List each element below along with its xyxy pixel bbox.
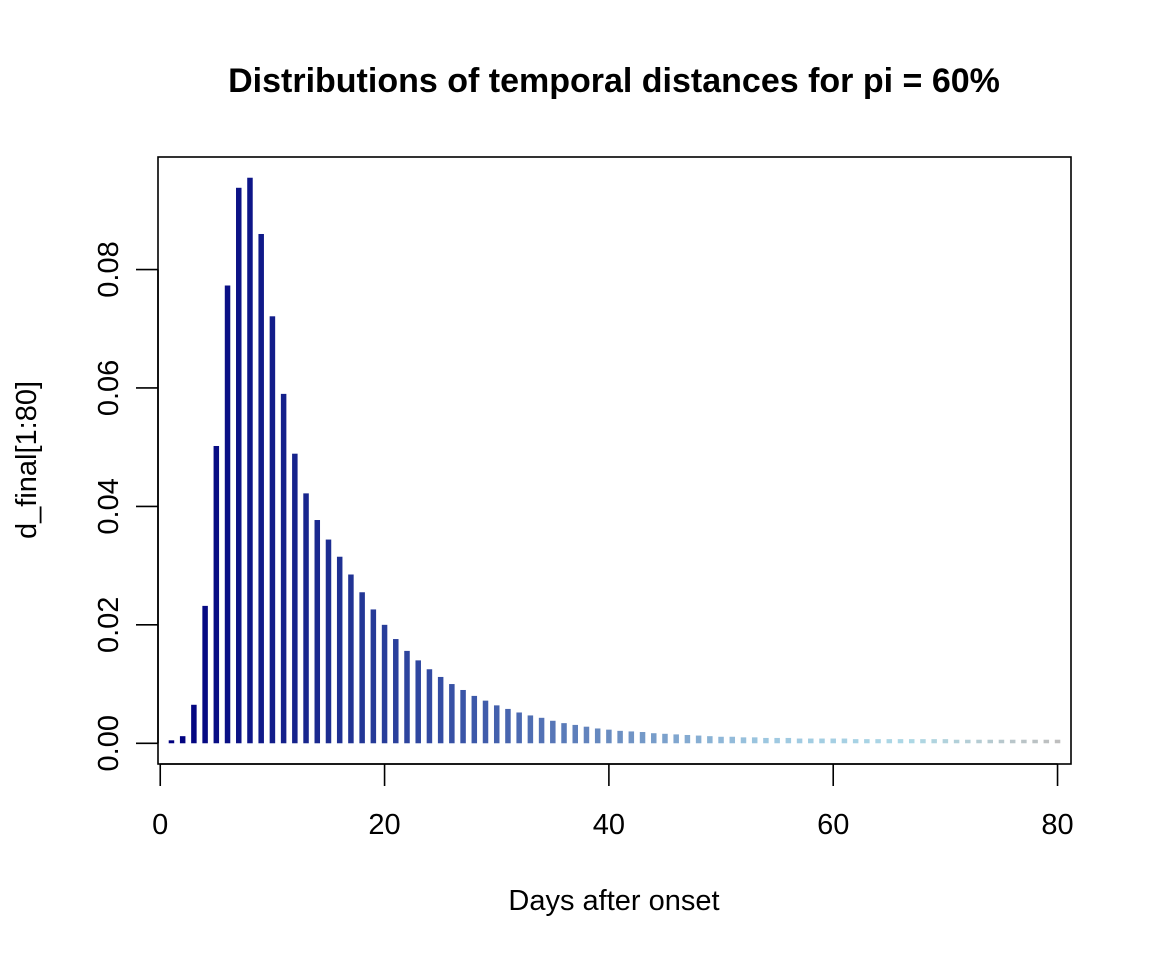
x-tick-label-60: 60: [817, 809, 849, 841]
bar-day-28: [471, 695, 478, 744]
bar-day-3: [191, 704, 197, 744]
bar-day-43: [639, 732, 646, 744]
bar-day-33: [527, 715, 534, 744]
bar-day-65: [886, 739, 893, 744]
bar-day-24: [426, 669, 433, 744]
bar-day-4: [202, 605, 208, 744]
bar-day-53: [751, 737, 758, 744]
bar-day-30: [493, 705, 500, 744]
bar-day-51: [729, 736, 736, 744]
bar-day-80: [1054, 739, 1061, 744]
bar-day-62: [852, 739, 859, 744]
y-axis-label: d_final[1:80]: [11, 381, 43, 539]
y-tick-label-1: 0.02: [93, 597, 125, 653]
bar-day-29: [482, 700, 489, 744]
bar-day-37: [572, 724, 578, 744]
bar-day-22: [404, 650, 410, 744]
bar-day-69: [931, 739, 937, 744]
bar-day-46: [673, 734, 679, 744]
bar-day-15: [325, 539, 332, 744]
bar-day-32: [516, 712, 522, 744]
bar-day-8: [247, 177, 253, 744]
bar-day-7: [236, 187, 242, 744]
bar-day-34: [538, 717, 545, 744]
bar-day-25: [437, 676, 444, 744]
bar-day-64: [875, 739, 881, 744]
bar-day-31: [505, 708, 511, 744]
bar-day-11: [280, 393, 287, 744]
y-tick-label-4: 0.08: [93, 241, 125, 297]
bar-day-67: [908, 739, 915, 744]
bar-day-73: [976, 739, 982, 744]
bar-day-20: [381, 624, 388, 744]
bar-day-14: [314, 520, 321, 744]
bar-day-40: [606, 729, 612, 744]
bar-day-74: [987, 739, 993, 744]
bar-day-45: [662, 733, 668, 744]
bar-day-71: [953, 739, 960, 744]
bar-day-23: [415, 660, 421, 744]
bar-day-1: [168, 740, 175, 744]
bar-day-12: [292, 453, 298, 744]
bar-day-54: [763, 737, 769, 744]
bar-day-41: [617, 730, 623, 744]
bar-day-50: [718, 736, 724, 744]
y-tick-label-0: 0.00: [93, 715, 125, 771]
bar-day-72: [965, 739, 971, 744]
bar-day-75: [998, 739, 1005, 744]
bar-day-61: [841, 738, 848, 744]
bar-day-79: [1043, 739, 1050, 744]
bar-day-76: [1009, 739, 1016, 744]
y-axis: 0.00 0.02 0.04 0.06 0.08: [93, 241, 159, 771]
bar-day-44: [651, 733, 657, 744]
bar-day-78: [1032, 739, 1038, 744]
bar-day-59: [819, 738, 825, 744]
x-tick-label-20: 20: [368, 809, 400, 841]
bar-day-39: [594, 728, 601, 744]
bar-day-36: [561, 723, 567, 744]
y-tick-label-2: 0.04: [93, 478, 125, 534]
bar-day-55: [774, 737, 780, 744]
bar-day-68: [920, 739, 926, 744]
y-tick-label-3: 0.06: [93, 360, 125, 416]
bar-day-35: [550, 720, 556, 744]
bar-day-21: [393, 639, 399, 744]
bar-day-2: [179, 736, 186, 744]
bar-day-49: [707, 736, 713, 744]
x-tick-label-0: 0: [152, 809, 168, 841]
bar-day-6: [224, 285, 231, 744]
bar-day-66: [897, 739, 904, 744]
bar-day-48: [695, 735, 702, 744]
bar-day-27: [460, 689, 466, 744]
bar-day-57: [796, 738, 803, 744]
bar-day-70: [942, 739, 949, 744]
bar-day-60: [830, 738, 836, 744]
bar-day-26: [449, 684, 455, 744]
bar-day-63: [864, 739, 870, 744]
bar-day-42: [628, 731, 635, 744]
x-axis-label: Days after onset: [508, 885, 719, 917]
bar-day-18: [359, 592, 365, 744]
x-axis: 0 20 40 60 80: [152, 763, 1074, 841]
bar-day-77: [1021, 739, 1027, 744]
bar-day-56: [785, 737, 792, 744]
bar-day-5: [213, 445, 220, 744]
bar-day-19: [370, 609, 377, 744]
bar-day-17: [348, 574, 354, 744]
bar-group: [168, 177, 1061, 744]
bar-day-13: [303, 493, 309, 744]
bar-day-9: [258, 233, 264, 744]
x-tick-label-40: 40: [593, 809, 625, 841]
bar-day-10: [269, 316, 276, 744]
bar-day-58: [808, 738, 814, 744]
bar-day-16: [336, 556, 343, 744]
x-tick-label-80: 80: [1041, 809, 1073, 841]
bar-day-52: [740, 737, 747, 744]
bar-day-47: [684, 734, 691, 744]
bar-day-38: [583, 726, 590, 744]
chart-title: Distributions of temporal distances for …: [228, 62, 1000, 100]
